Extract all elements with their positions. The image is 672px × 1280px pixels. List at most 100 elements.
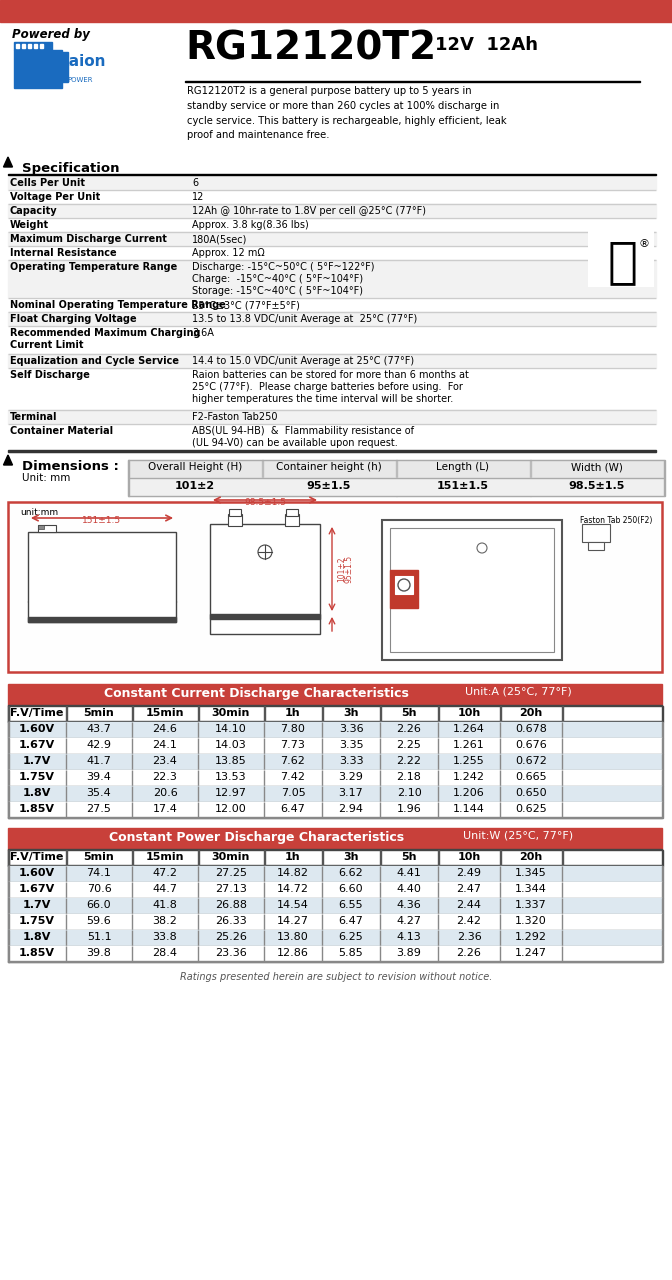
Bar xyxy=(8,369,656,410)
Text: 20h: 20h xyxy=(519,708,542,718)
Text: 26.33: 26.33 xyxy=(215,916,247,925)
Text: RG12120T2: RG12120T2 xyxy=(185,29,436,68)
Text: unit:mm: unit:mm xyxy=(20,508,58,517)
Text: 1.8V: 1.8V xyxy=(23,788,51,797)
Text: 3.6A: 3.6A xyxy=(192,328,214,338)
Text: 101±2: 101±2 xyxy=(175,481,215,492)
Text: 1.7V: 1.7V xyxy=(23,900,51,910)
Text: 1.247: 1.247 xyxy=(515,948,547,957)
Text: 5h: 5h xyxy=(401,852,417,861)
Bar xyxy=(8,771,662,786)
Text: Constant Power Discharge Characteristics: Constant Power Discharge Characteristics xyxy=(109,831,404,844)
Bar xyxy=(8,946,662,963)
Text: 180A(5sec): 180A(5sec) xyxy=(192,234,247,244)
Text: 13.80: 13.80 xyxy=(277,932,309,942)
Text: (UL 94-V0) can be available upon request.: (UL 94-V0) can be available upon request… xyxy=(192,438,398,448)
Text: 30min: 30min xyxy=(212,852,250,861)
Bar xyxy=(8,684,662,707)
Text: 14.54: 14.54 xyxy=(277,900,309,910)
Text: 0.678: 0.678 xyxy=(515,724,547,733)
Text: 12Ah @ 10hr-rate to 1.8V per cell @25°C (77°F): 12Ah @ 10hr-rate to 1.8V per cell @25°C … xyxy=(192,206,426,216)
Text: 25°C±3°C (77°F±5°F): 25°C±3°C (77°F±5°F) xyxy=(192,300,300,310)
Bar xyxy=(8,204,656,218)
Text: 1.292: 1.292 xyxy=(515,932,547,942)
Text: 1.242: 1.242 xyxy=(453,772,485,782)
Bar xyxy=(390,570,418,608)
Text: 33.8: 33.8 xyxy=(153,932,177,942)
Text: 1.144: 1.144 xyxy=(453,804,485,814)
Text: 2.22: 2.22 xyxy=(396,756,421,765)
Bar xyxy=(8,175,656,189)
Bar xyxy=(14,50,62,88)
Bar xyxy=(128,460,664,477)
Text: 3h: 3h xyxy=(343,708,359,718)
Text: 42.9: 42.9 xyxy=(87,740,112,750)
Text: 1.320: 1.320 xyxy=(515,916,547,925)
Text: 6.47: 6.47 xyxy=(339,916,364,925)
Text: Raion batteries can be stored for more than 6 months at: Raion batteries can be stored for more t… xyxy=(192,370,469,380)
Text: 3.17: 3.17 xyxy=(339,788,364,797)
Bar xyxy=(8,312,656,326)
Bar xyxy=(8,914,662,931)
Text: 7.80: 7.80 xyxy=(281,724,306,733)
Text: 3.29: 3.29 xyxy=(339,772,364,782)
Text: 0.625: 0.625 xyxy=(515,804,547,814)
Text: Unit:A (25°C, 77°F): Unit:A (25°C, 77°F) xyxy=(465,687,571,698)
Bar xyxy=(28,600,176,602)
Text: Overall Height (H): Overall Height (H) xyxy=(148,462,242,472)
FancyArrow shape xyxy=(3,157,13,166)
Text: 38.2: 38.2 xyxy=(153,916,177,925)
Text: 6.55: 6.55 xyxy=(339,900,364,910)
Text: 2.26: 2.26 xyxy=(396,724,421,733)
Text: 39.4: 39.4 xyxy=(87,772,112,782)
Text: 1.85V: 1.85V xyxy=(19,804,55,814)
Bar xyxy=(382,520,562,660)
Text: 51.1: 51.1 xyxy=(87,932,112,942)
Text: F.V/Time: F.V/Time xyxy=(10,852,64,861)
Text: Unit:W (25°C, 77°F): Unit:W (25°C, 77°F) xyxy=(463,831,573,841)
Text: 20.6: 20.6 xyxy=(153,788,177,797)
Bar xyxy=(210,614,320,620)
Text: 1h: 1h xyxy=(285,852,301,861)
Text: Storage: -15°C~40°C ( 5°F~104°F): Storage: -15°C~40°C ( 5°F~104°F) xyxy=(192,285,363,296)
Text: 4.41: 4.41 xyxy=(396,868,421,878)
Text: 24.6: 24.6 xyxy=(153,724,177,733)
Text: Dimensions :: Dimensions : xyxy=(22,460,119,474)
Text: 1h: 1h xyxy=(285,708,301,718)
Text: 23.4: 23.4 xyxy=(153,756,177,765)
Bar xyxy=(8,218,656,232)
Text: 14.4 to 15.0 VDC/unit Average at 25°C (77°F): 14.4 to 15.0 VDC/unit Average at 25°C (7… xyxy=(192,356,414,366)
Text: Operating Temperature Range: Operating Temperature Range xyxy=(10,262,177,271)
Text: 23.36: 23.36 xyxy=(215,948,247,957)
Text: 2.47: 2.47 xyxy=(456,884,482,893)
Text: 1.255: 1.255 xyxy=(453,756,485,765)
Text: 2.25: 2.25 xyxy=(396,740,421,750)
Text: 6.47: 6.47 xyxy=(281,804,306,814)
Text: 1.261: 1.261 xyxy=(453,740,485,750)
Bar xyxy=(8,739,662,754)
Text: Ⓤ: Ⓤ xyxy=(608,238,638,285)
Text: 0.650: 0.650 xyxy=(515,788,547,797)
Bar xyxy=(8,410,656,424)
Text: 13.85: 13.85 xyxy=(215,756,247,765)
Text: ABS(UL 94-HB)  &  Flammability resistance of: ABS(UL 94-HB) & Flammability resistance … xyxy=(192,426,414,436)
Text: 24.1: 24.1 xyxy=(153,740,177,750)
Text: 3.89: 3.89 xyxy=(396,948,421,957)
Bar xyxy=(38,525,56,532)
Text: 7.62: 7.62 xyxy=(281,756,306,765)
Bar xyxy=(662,850,663,867)
Text: 27.5: 27.5 xyxy=(87,804,112,814)
Text: 25.26: 25.26 xyxy=(215,932,247,942)
Text: 95±1.5: 95±1.5 xyxy=(344,556,353,584)
Text: F.V/Time: F.V/Time xyxy=(10,708,64,718)
Text: 14.27: 14.27 xyxy=(277,916,309,925)
Text: RG12120T2 is a general purpose battery up to 5 years in
standby service or more : RG12120T2 is a general purpose battery u… xyxy=(187,86,507,141)
Text: 41.7: 41.7 xyxy=(87,756,112,765)
Text: 5min: 5min xyxy=(83,708,114,718)
Text: 4.36: 4.36 xyxy=(396,900,421,910)
Bar xyxy=(8,246,656,260)
Bar xyxy=(8,786,662,803)
Text: 35.4: 35.4 xyxy=(87,788,112,797)
Text: 17.4: 17.4 xyxy=(153,804,177,814)
FancyBboxPatch shape xyxy=(588,221,654,287)
